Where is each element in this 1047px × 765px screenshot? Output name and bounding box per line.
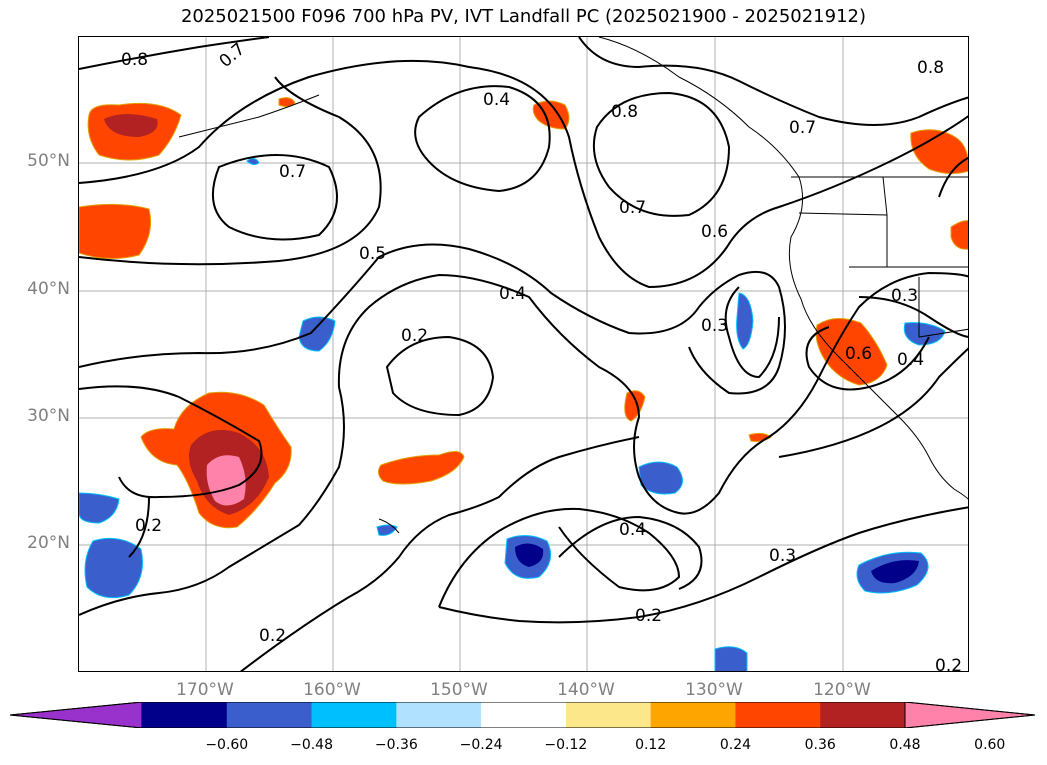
contour-label: 0.4: [483, 90, 510, 110]
contour-label: 0.2: [401, 326, 428, 346]
lat-label: 50°N: [27, 151, 70, 171]
contour-label: 0.4: [897, 350, 924, 370]
neg-10: [376, 524, 398, 536]
contour-label: 0.4: [499, 284, 526, 304]
pv-contours: [79, 37, 968, 671]
blob-mid: [377, 451, 465, 485]
colorbar-tick-label: 0.12: [635, 737, 667, 753]
contour-label: 0.5: [359, 244, 386, 264]
blob-ak2: [278, 97, 296, 108]
contour-label: 0.8: [917, 58, 944, 78]
blob-big-core: [206, 455, 246, 506]
lon-label: 140°W: [557, 680, 615, 700]
contour-label: 0.6: [845, 344, 872, 364]
neg-2: [79, 492, 120, 524]
colorbar-segment: [820, 702, 906, 728]
colorbar-segment: [396, 702, 482, 728]
colorbar-tick-label: −0.24: [459, 737, 503, 753]
lon-label: 160°W: [303, 680, 361, 700]
contour-label: 0.7: [789, 118, 816, 138]
neg-9: [903, 322, 946, 346]
neg-7-core: [871, 560, 919, 584]
positive-anomalies: [79, 97, 968, 529]
colorbar-tick-label: 0.60: [974, 737, 1006, 753]
map-canvas: 0.8 0.7 0.4 0.8 0.7 0.8 0.7 0.5 0.7 0.6 …: [79, 37, 968, 672]
colorbar-tick-label: 0.24: [719, 737, 752, 753]
negative-anomalies: [79, 157, 946, 671]
contour-label: 0.7: [619, 198, 646, 218]
colorbar-segment: [735, 702, 821, 728]
contour-label: 0.3: [891, 286, 918, 306]
neg-3: [84, 537, 143, 599]
neg-5: [638, 461, 683, 495]
map-title: 2025021500 F096 700 hPa PV, IVT Landfall…: [180, 6, 867, 27]
colorbar-tick-label: −0.60: [205, 737, 249, 753]
colorbar-segments: [10, 702, 1036, 728]
neg-8: [714, 646, 748, 671]
lat-label: 40°N: [27, 279, 70, 299]
contour-label: 0.8: [611, 102, 638, 122]
coastlines: [178, 37, 968, 534]
lon-label: 150°W: [430, 680, 488, 700]
neg-11: [246, 157, 260, 166]
colorbar-segment: [481, 702, 567, 728]
colorbar-segment: [226, 702, 313, 728]
neg-6: [736, 292, 754, 350]
colorbar-tick-label: 0.48: [889, 737, 921, 753]
colorbar-extend-high: [904, 702, 1036, 728]
blob-ca: [815, 318, 888, 386]
lon-label: 170°W: [176, 680, 234, 700]
colorbar-tick-label: 0.36: [804, 737, 836, 753]
colorbar-tick-label: −0.12: [544, 737, 588, 753]
colorbar-segment: [565, 702, 652, 728]
contour-label: 0.8: [121, 50, 148, 70]
colorbar-segment: [311, 702, 397, 728]
lon-label: 130°W: [685, 680, 743, 700]
contour-label: 0.3: [701, 316, 728, 336]
neg-4-core: [515, 543, 544, 567]
blob-w: [79, 203, 152, 259]
contour-labels: 0.8 0.7 0.4 0.8 0.7 0.8 0.7 0.5 0.7 0.6 …: [121, 39, 962, 672]
lon-label: 120°W: [813, 680, 871, 700]
contour-label: 0.3: [769, 546, 796, 566]
blob-e: [950, 220, 968, 250]
colorbar: [10, 702, 1036, 728]
colorbar-segment: [142, 702, 228, 728]
lat-label: 20°N: [27, 533, 70, 553]
blob-ne: [910, 129, 968, 175]
contour-label: 0.4: [619, 520, 646, 540]
colorbar-segment: [650, 702, 736, 728]
contour-label: 0.6: [701, 222, 728, 242]
map-panel[interactable]: 0.8 0.7 0.4 0.8 0.7 0.8 0.7 0.5 0.7 0.6 …: [78, 36, 969, 672]
blob-nw-1-core: [104, 114, 158, 137]
lat-label: 30°N: [27, 406, 70, 426]
contour-label: 0.2: [635, 606, 662, 626]
neg-1: [298, 316, 336, 352]
colorbar-tick-label: −0.48: [290, 737, 333, 753]
contour-label: 0.2: [935, 656, 962, 672]
contour-label: 0.2: [135, 516, 162, 536]
contour-label: 0.7: [279, 162, 306, 182]
blob-c: [624, 390, 646, 422]
contour-label: 0.2: [259, 626, 286, 646]
colorbar-extend-low: [10, 702, 143, 728]
colorbar-tick-label: −0.36: [374, 737, 418, 753]
